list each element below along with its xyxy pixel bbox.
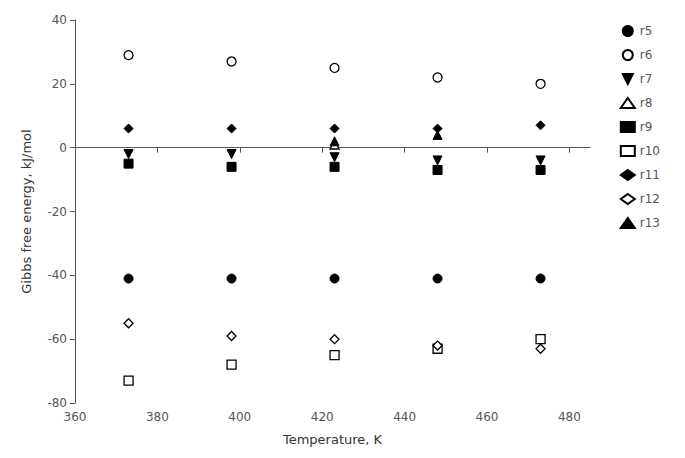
svg-text:r10: r10 [640,144,660,158]
svg-text:360: 360 [64,410,87,424]
svg-text:400: 400 [228,410,251,424]
svg-text:440: 440 [393,410,416,424]
svg-text:-80: -80 [47,396,67,410]
svg-text:r12: r12 [640,192,660,206]
svg-text:0: 0 [59,141,67,155]
svg-text:r8: r8 [640,96,653,110]
svg-text:-20: -20 [47,205,67,219]
svg-text:r9: r9 [640,120,653,134]
svg-text:r6: r6 [640,48,653,62]
svg-text:Temperature, K: Temperature, K [282,432,383,447]
svg-text:460: 460 [476,410,499,424]
svg-text:r7: r7 [640,72,653,86]
svg-text:20: 20 [52,77,67,91]
svg-text:r13: r13 [640,216,660,230]
svg-text:380: 380 [146,410,169,424]
svg-text:420: 420 [311,410,334,424]
svg-text:-40: -40 [47,268,67,282]
svg-text:40: 40 [52,13,67,27]
svg-text:Gibbs free energy, kJ/mol: Gibbs free energy, kJ/mol [19,129,34,293]
svg-text:-60: -60 [47,332,67,346]
svg-text:480: 480 [558,410,581,424]
svg-text:r11: r11 [640,168,660,182]
svg-text:r5: r5 [640,24,653,38]
